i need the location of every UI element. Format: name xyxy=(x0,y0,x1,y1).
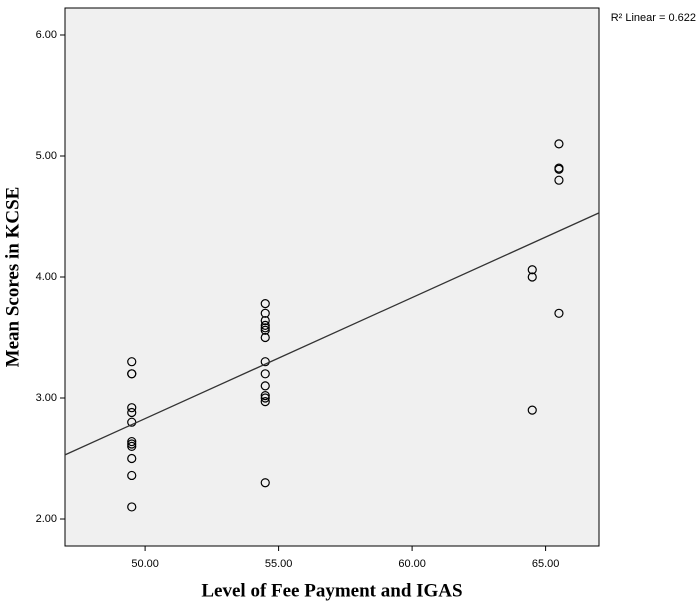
plot-area xyxy=(64,7,600,547)
fit-line xyxy=(64,212,600,456)
point xyxy=(260,315,270,326)
point xyxy=(260,381,270,391)
y-axis-title: Mean Scores in KCSE xyxy=(2,187,23,368)
y-tick-label: 5.00 xyxy=(36,150,57,162)
point xyxy=(127,403,137,413)
point xyxy=(527,272,537,282)
y-tick-label: 6.00 xyxy=(36,29,57,41)
point xyxy=(260,320,270,331)
x-tick-label: 55.00 xyxy=(265,558,293,570)
point xyxy=(260,332,270,343)
point xyxy=(260,323,270,333)
point xyxy=(527,405,537,415)
x-tick-label: 50.00 xyxy=(131,558,159,570)
point xyxy=(527,265,537,275)
point xyxy=(554,164,564,174)
point xyxy=(260,397,270,407)
point xyxy=(554,139,564,149)
point xyxy=(260,299,270,309)
point xyxy=(260,478,270,488)
point xyxy=(127,369,137,379)
point xyxy=(260,393,270,403)
x-tick-label: 60.00 xyxy=(398,558,426,570)
point xyxy=(127,441,137,452)
point xyxy=(260,390,270,401)
point xyxy=(127,407,137,418)
y-tick-label: 3.00 xyxy=(36,392,57,404)
point xyxy=(260,369,270,379)
point xyxy=(260,325,270,335)
x-tick-label: 65.00 xyxy=(532,558,560,570)
point xyxy=(127,453,137,464)
x-axis-title: Level of Fee Payment and IGAS xyxy=(201,580,462,601)
fit-label: R² Linear = 0.622 xyxy=(611,12,696,24)
point xyxy=(127,502,137,512)
y-tick-label: 4.00 xyxy=(36,271,57,283)
point xyxy=(127,439,137,449)
point xyxy=(260,308,270,318)
point xyxy=(127,436,137,447)
point xyxy=(554,308,564,318)
point xyxy=(127,470,137,481)
point xyxy=(554,175,564,185)
y-tick-label: 2.00 xyxy=(36,513,57,525)
point xyxy=(127,357,137,367)
